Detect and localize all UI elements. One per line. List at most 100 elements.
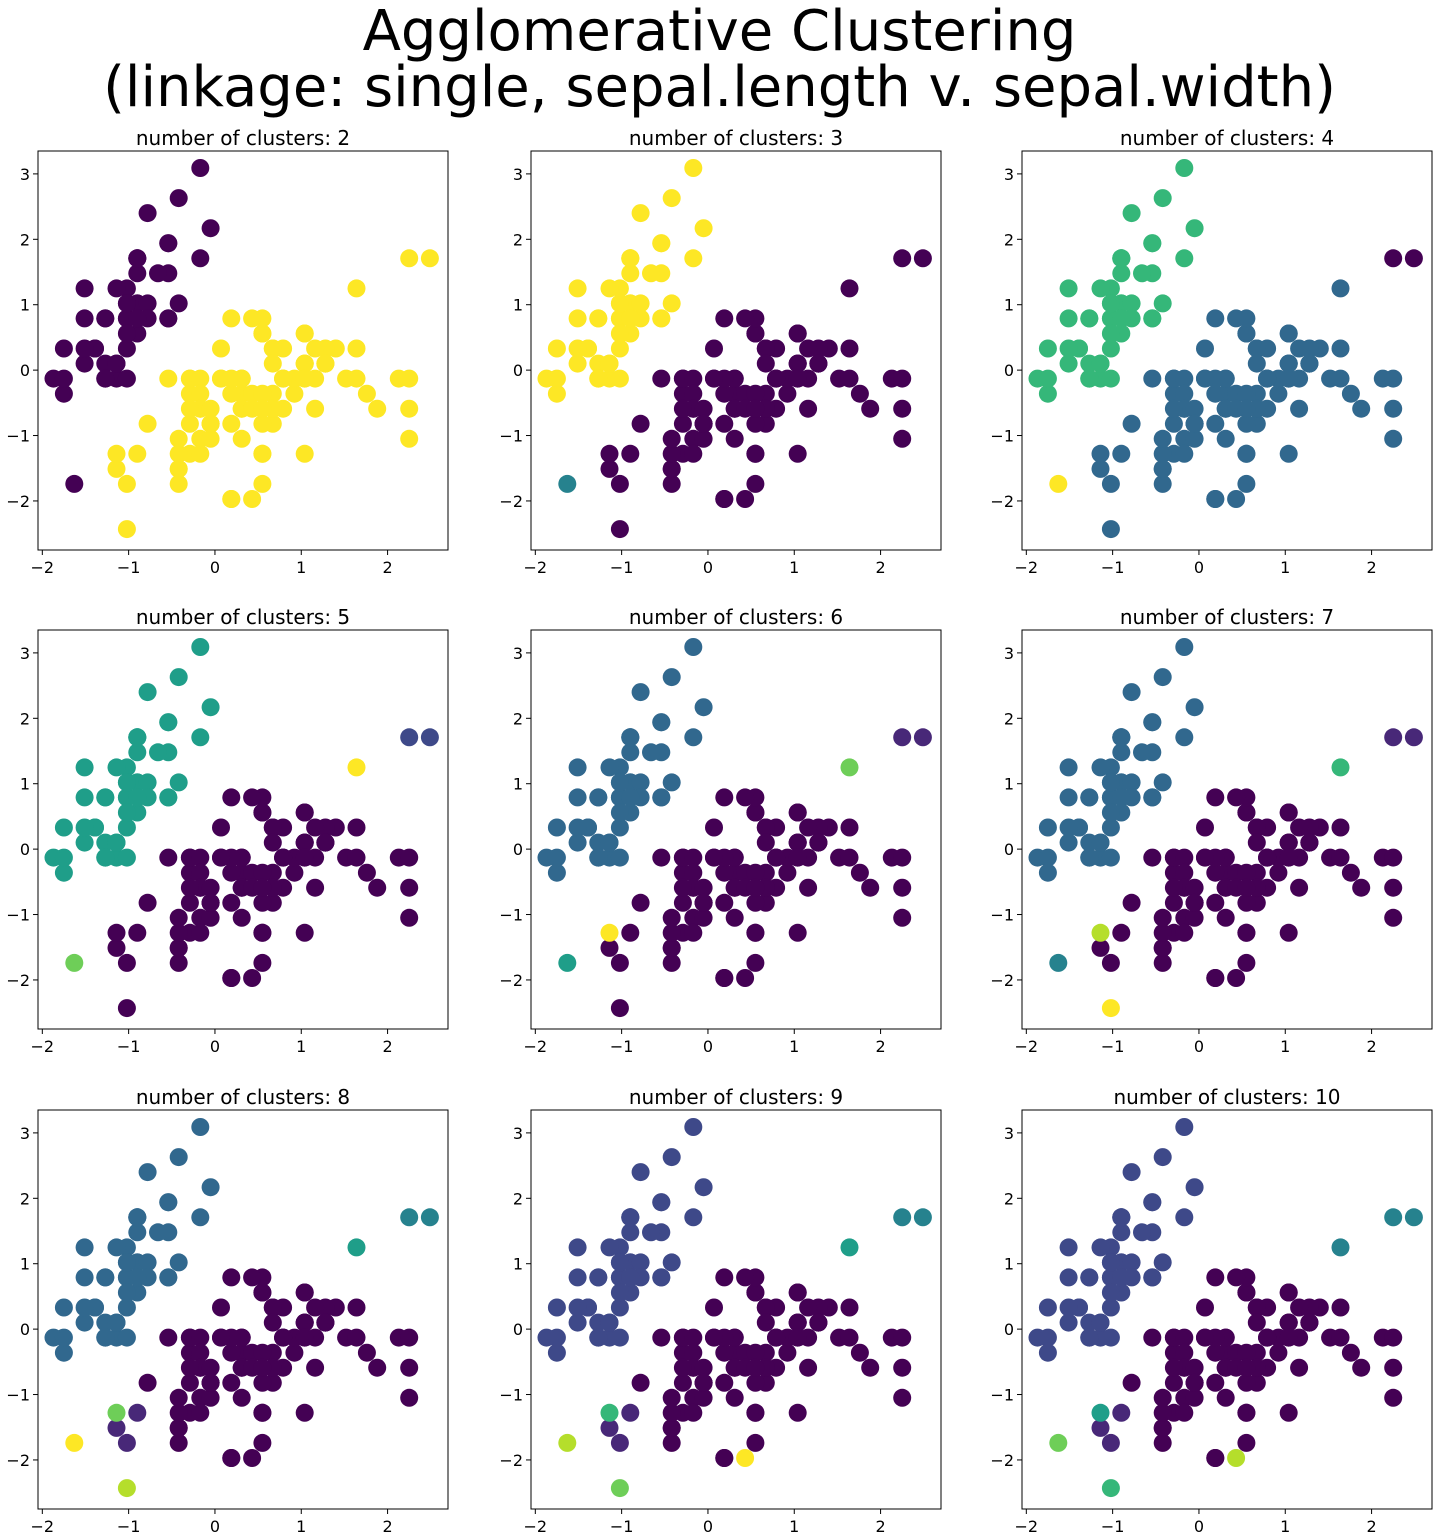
data-point <box>201 878 220 897</box>
x-tick-label: 0 <box>703 1037 713 1056</box>
data-point <box>180 414 199 433</box>
data-point <box>893 1328 912 1347</box>
x-tick-label: −2 <box>31 1037 55 1056</box>
data-point <box>600 1418 619 1437</box>
data-point <box>54 848 73 867</box>
data-point <box>1080 1268 1099 1287</box>
axes-frame <box>37 150 449 551</box>
x-tick-label: 0 <box>703 558 713 577</box>
data-point <box>1101 1328 1120 1347</box>
data-point <box>1101 1479 1120 1498</box>
data-point <box>715 788 734 807</box>
data-point <box>306 399 325 418</box>
data-point <box>746 384 765 403</box>
data-point <box>1300 833 1319 852</box>
data-point <box>568 1268 587 1287</box>
data-point <box>610 1479 629 1498</box>
data-point <box>347 848 366 867</box>
data-point <box>684 384 703 403</box>
data-point <box>684 728 703 747</box>
data-point <box>128 1403 147 1422</box>
data-point <box>107 1418 126 1437</box>
data-point <box>799 339 818 358</box>
subplot-1: number of clusters: 2 −2 −1 0 1 2 −2 −1 0 1 2 3 <box>6 126 449 577</box>
data-point <box>621 728 640 747</box>
x-tick-label: 1 <box>1280 1517 1290 1536</box>
data-point <box>420 249 439 268</box>
data-point <box>1237 1283 1256 1302</box>
data-point <box>1101 773 1120 792</box>
data-point <box>715 893 734 912</box>
data-point <box>191 1328 210 1347</box>
data-point <box>1175 1118 1194 1136</box>
data-point <box>1091 1403 1110 1422</box>
data-point <box>694 429 713 448</box>
data-point <box>138 204 157 223</box>
data-point <box>788 848 807 867</box>
subplot-7: number of clusters: 8 −2 −1 0 1 2 −2 −1 0 1 2 3 <box>6 1085 449 1536</box>
data-point <box>1237 953 1256 972</box>
data-point <box>1153 1253 1172 1272</box>
data-point <box>1112 1403 1131 1422</box>
data-point <box>191 638 210 656</box>
data-point <box>295 444 314 463</box>
data-point <box>1269 863 1288 882</box>
data-point <box>642 743 660 762</box>
data-point <box>306 1298 325 1317</box>
y-tick-label: 2 <box>513 709 523 728</box>
data-point <box>913 249 932 268</box>
y-tick-label: 0 <box>513 361 523 380</box>
x-tick-label: 2 <box>382 1037 392 1056</box>
data-point <box>684 1328 703 1347</box>
data-point <box>1175 728 1194 747</box>
data-point <box>840 818 859 837</box>
data-point <box>684 444 703 463</box>
data-point <box>357 1343 376 1362</box>
data-point <box>1352 1358 1371 1377</box>
data-point <box>65 1433 84 1452</box>
data-point <box>243 1449 262 1467</box>
data-point <box>850 384 869 403</box>
data-point <box>1038 384 1057 403</box>
data-point <box>589 1328 608 1347</box>
x-tick-label: −1 <box>1101 558 1125 577</box>
data-point <box>568 339 587 358</box>
subplot-title: number of clusters: 10 <box>1113 1085 1340 1109</box>
data-point <box>159 369 178 388</box>
y-tick-label: 1 <box>1004 1255 1014 1274</box>
data-point <box>568 309 587 328</box>
data-point <box>1247 1298 1266 1317</box>
data-point <box>1331 369 1350 388</box>
data-point <box>159 848 178 867</box>
data-point <box>107 444 126 463</box>
data-point <box>1237 1343 1256 1362</box>
x-tick-label: 1 <box>296 1517 306 1536</box>
data-point <box>1247 833 1266 852</box>
data-point <box>222 893 241 912</box>
data-point <box>295 1313 314 1332</box>
data-point <box>201 399 220 418</box>
data-point <box>222 414 241 433</box>
data-point <box>347 369 366 388</box>
data-point <box>610 324 629 343</box>
data-point <box>253 384 272 403</box>
data-point <box>117 1298 136 1317</box>
data-point <box>610 520 629 539</box>
data-point <box>191 1208 210 1227</box>
data-point <box>1227 490 1246 508</box>
data-point <box>1258 848 1277 867</box>
data-point <box>295 1403 314 1422</box>
data-point <box>631 683 650 702</box>
data-point <box>756 1313 775 1332</box>
data-point <box>621 249 640 268</box>
data-point <box>1290 1298 1309 1317</box>
data-point <box>1143 1268 1162 1287</box>
data-point <box>662 459 681 478</box>
data-point <box>75 1268 94 1287</box>
data-point <box>1237 1358 1256 1377</box>
data-point <box>243 788 262 807</box>
data-point <box>212 369 230 388</box>
data-point <box>128 1208 147 1227</box>
data-point <box>128 788 147 807</box>
data-point <box>746 444 765 463</box>
